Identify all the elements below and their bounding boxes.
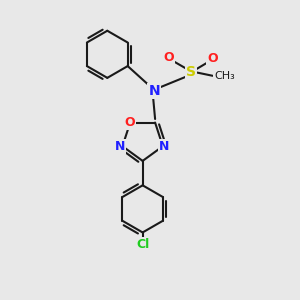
- Text: Cl: Cl: [136, 238, 149, 251]
- Text: N: N: [115, 140, 125, 153]
- Text: N: N: [148, 84, 160, 98]
- Text: O: O: [207, 52, 218, 65]
- Text: S: S: [186, 65, 196, 79]
- Text: N: N: [159, 140, 169, 153]
- Text: O: O: [164, 51, 175, 64]
- Text: O: O: [125, 116, 136, 129]
- Text: CH₃: CH₃: [214, 71, 235, 81]
